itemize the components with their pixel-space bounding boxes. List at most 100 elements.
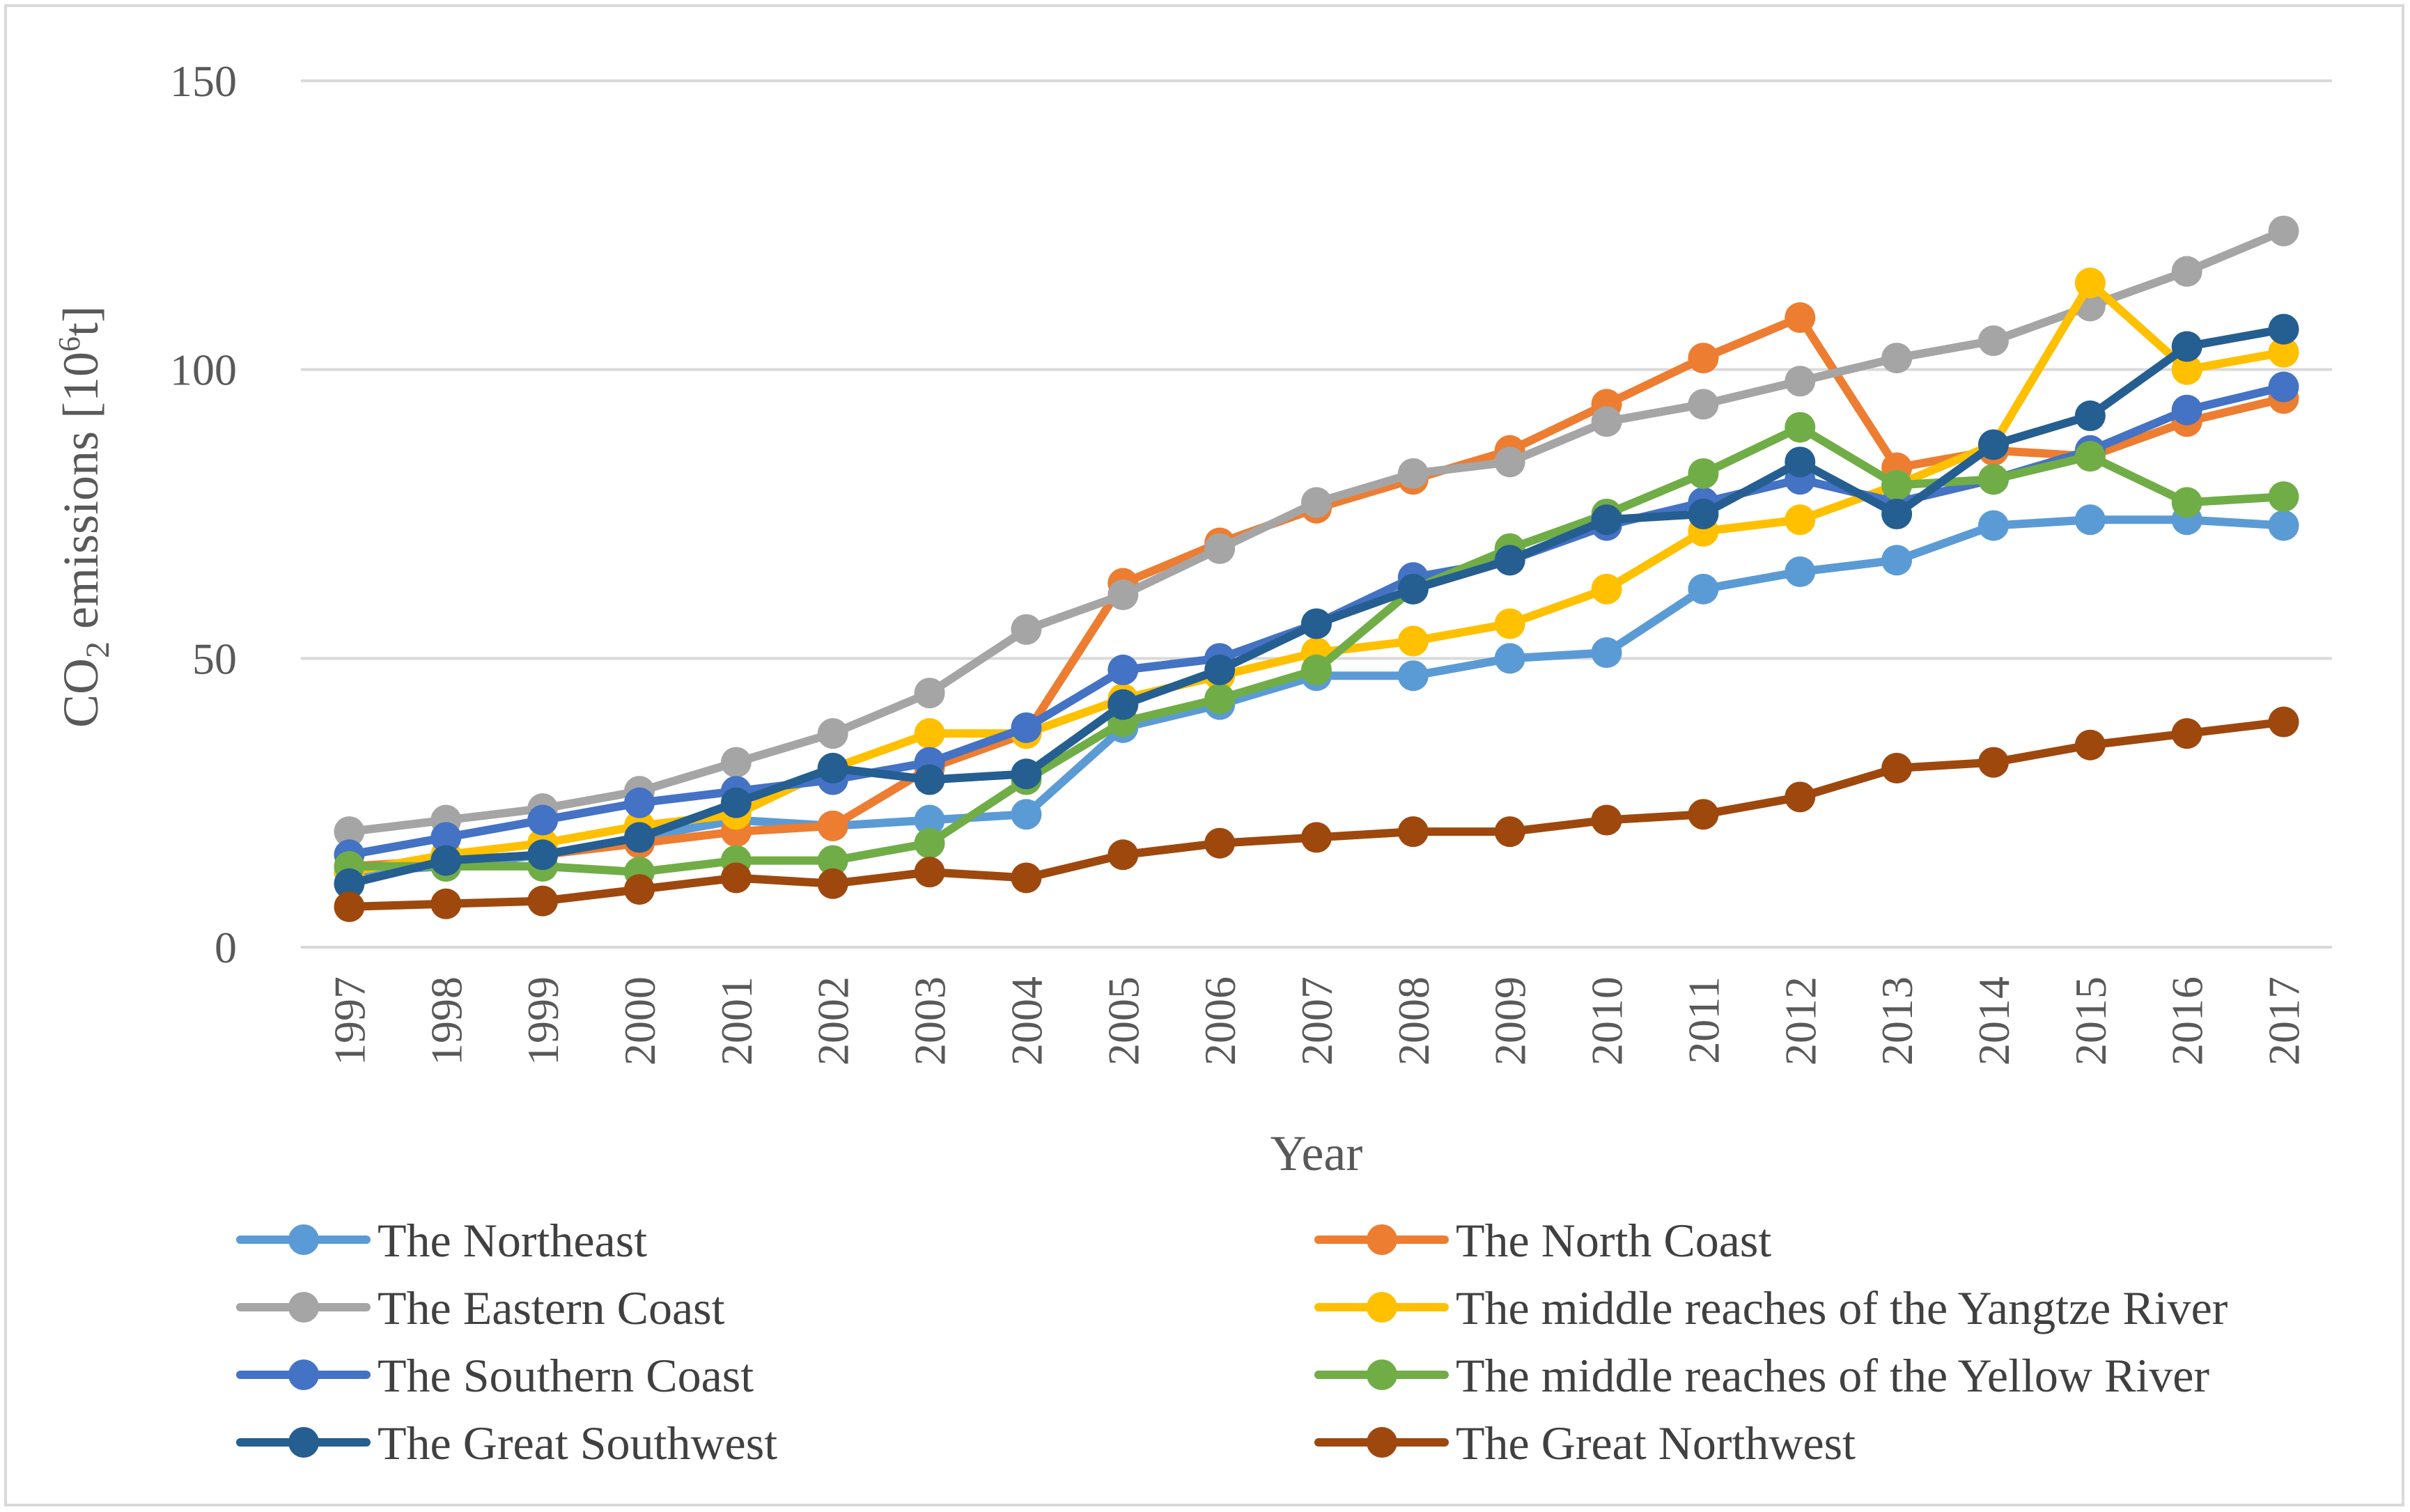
data-point <box>2268 313 2299 345</box>
x-tick-label: 2008 <box>1389 976 1438 1066</box>
data-point <box>2171 394 2202 426</box>
legend-entry: The Great Northwest <box>1314 1417 1856 1470</box>
data-point <box>1107 579 1139 611</box>
data-point <box>527 839 559 871</box>
data-point <box>2268 481 2299 513</box>
x-axis-ticks: 1997 1998 1999 2000 2001 2002 2003 2004 2005 2006… <box>325 976 2308 1066</box>
data-point <box>1881 499 1913 529</box>
data-point <box>1011 862 1042 894</box>
x-tick-label: 1997 <box>325 976 374 1066</box>
data-point <box>1301 822 1332 853</box>
x-tick-label: 1999 <box>518 976 568 1066</box>
legend-entry: The Great Southwest <box>236 1417 777 1470</box>
series-the-great-northwest <box>334 706 2299 922</box>
data-point <box>1785 556 1816 587</box>
x-tick-label: 2014 <box>1969 976 2019 1066</box>
data-point <box>1204 533 1236 564</box>
legend-swatch-marker <box>1367 1427 1397 1458</box>
x-tick-label: 2017 <box>2260 976 2309 1066</box>
data-point <box>1978 464 2009 495</box>
data-point <box>2171 331 2202 362</box>
legend-swatch-marker <box>288 1224 319 1255</box>
data-point <box>1397 458 1429 489</box>
data-point <box>2074 267 2106 299</box>
data-point <box>1785 366 1816 397</box>
y-tick-label: 0 <box>215 923 237 972</box>
data-point <box>914 764 945 795</box>
series-layer <box>334 215 2299 922</box>
data-point <box>430 888 462 919</box>
legend-entry: The Eastern Coast <box>236 1281 725 1334</box>
data-point <box>2074 504 2106 536</box>
data-point <box>624 787 655 818</box>
data-point <box>2268 706 2299 738</box>
data-point <box>1978 510 2009 541</box>
data-point <box>1301 654 1332 685</box>
data-point <box>1301 487 1332 518</box>
data-point <box>1397 573 1429 605</box>
legend-swatch-marker <box>1367 1292 1397 1323</box>
data-point <box>2171 487 2202 518</box>
data-point <box>1591 406 1622 437</box>
data-point <box>1785 781 1816 813</box>
legend-swatch-marker <box>288 1359 319 1390</box>
data-point <box>817 810 848 841</box>
x-tick-label: 2011 <box>1679 976 1728 1064</box>
data-point <box>1591 637 1622 669</box>
data-point <box>430 845 462 876</box>
data-point <box>2268 336 2299 368</box>
data-point <box>1881 469 1913 501</box>
data-point <box>2268 371 2299 403</box>
data-point <box>1494 545 1525 576</box>
data-point <box>430 822 462 853</box>
x-tick-label: 2016 <box>2163 976 2212 1066</box>
legend-label: The North Coast <box>1456 1214 1771 1267</box>
data-point <box>2074 441 2106 472</box>
x-tick-label: 2012 <box>1775 976 1825 1066</box>
data-point <box>914 827 945 859</box>
data-point <box>720 747 752 778</box>
data-point <box>914 804 945 836</box>
data-point <box>817 718 848 749</box>
y-tick-label: 150 <box>170 56 237 106</box>
data-point <box>1688 799 1719 830</box>
legend-entry: The North Coast <box>1314 1214 1771 1267</box>
data-point <box>914 857 945 888</box>
data-point <box>817 752 848 784</box>
data-point <box>527 885 559 917</box>
data-point <box>914 678 945 709</box>
data-point <box>2074 400 2106 432</box>
legend-entry: The middle reaches of the Yellow River <box>1314 1349 2209 1402</box>
x-tick-label: 2004 <box>1002 976 1051 1066</box>
data-point <box>1978 429 2009 460</box>
data-point <box>1397 625 1429 657</box>
legend-entry: The Southern Coast <box>236 1349 754 1402</box>
data-point <box>1011 758 1042 790</box>
x-tick-label: 2002 <box>809 976 858 1066</box>
y-axis-title: CO2 emissions [106t] <box>52 306 116 728</box>
data-point <box>624 874 655 905</box>
legend-swatch-marker <box>288 1427 319 1458</box>
data-point <box>1688 499 1719 529</box>
data-point <box>1107 654 1139 685</box>
legend-swatch-marker <box>1367 1224 1397 1255</box>
data-point <box>1011 614 1042 645</box>
data-point <box>817 868 848 899</box>
data-point <box>2171 718 2202 749</box>
data-point <box>1204 683 1236 715</box>
data-point <box>1397 660 1429 692</box>
legend-label: The middle reaches of the Yangtze River <box>1456 1281 2228 1334</box>
data-point <box>1688 389 1719 420</box>
data-point <box>1785 446 1816 478</box>
legend-label: The Southern Coast <box>378 1349 754 1402</box>
data-point <box>1978 747 2009 778</box>
data-point <box>1494 608 1525 639</box>
legend-label: The Eastern Coast <box>378 1281 725 1334</box>
data-point <box>914 718 945 749</box>
legend-entry: The middle reaches of the Yangtze River <box>1314 1281 2228 1334</box>
x-tick-label: 2003 <box>905 976 955 1066</box>
data-point <box>527 804 559 836</box>
data-point <box>817 845 848 876</box>
data-point <box>1204 827 1236 859</box>
